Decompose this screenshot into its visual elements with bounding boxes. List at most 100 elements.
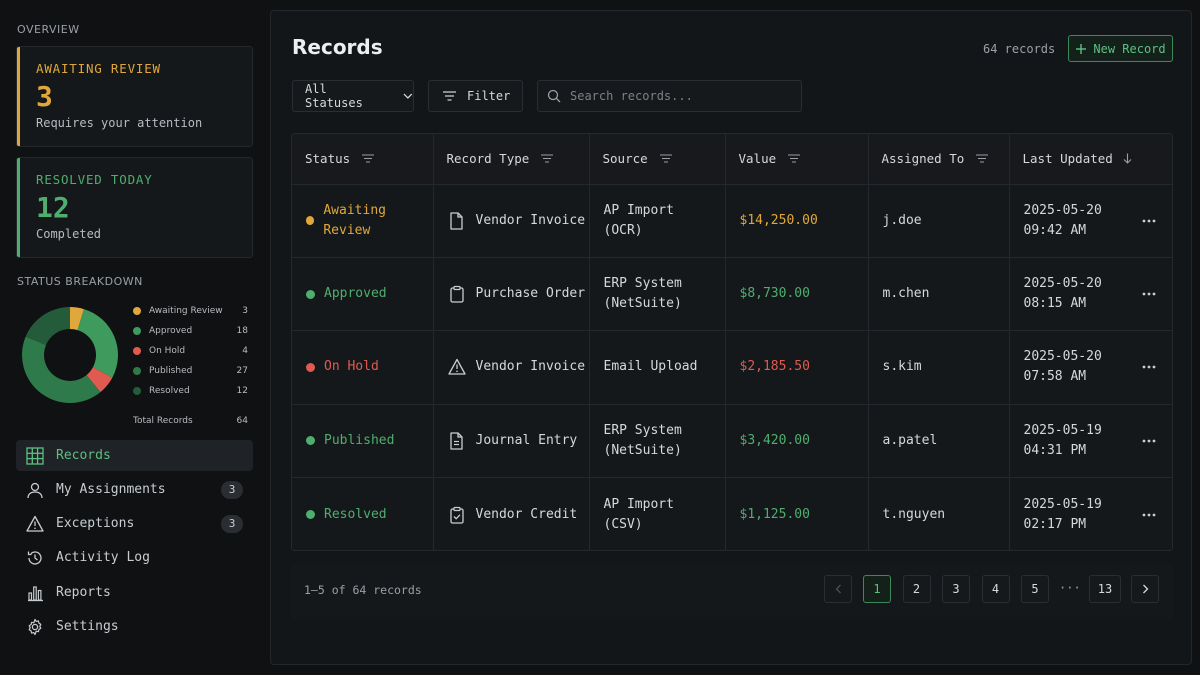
more-icon[interactable] (1142, 365, 1156, 369)
search-box[interactable]: Search records... (537, 80, 802, 112)
source-cell: ERP System (NetSuite) (589, 257, 726, 332)
page-button[interactable]: 1 (863, 575, 891, 603)
bar-chart-icon (28, 585, 43, 601)
new-record-button[interactable]: New Record (1068, 35, 1173, 62)
status-text: Awaiting Review (323, 202, 386, 238)
prev-page-button[interactable] (824, 575, 852, 603)
legend-swatch (133, 307, 141, 315)
legend-swatch (133, 347, 141, 355)
next-page-button[interactable] (1131, 575, 1159, 603)
nav-settings[interactable]: Settings (16, 611, 253, 642)
record-type-text: Vendor Credit (475, 506, 578, 522)
column-filter-icon[interactable] (976, 154, 989, 163)
card-value: 3 (36, 80, 53, 113)
column-header-record-type[interactable]: Record Type (433, 134, 590, 185)
donut-slice (70, 307, 84, 331)
table-row[interactable]: On Hold Vendor Invoice Email Upload $2,185.… (292, 330, 1172, 405)
updated-time: 02:17 PM (1023, 516, 1087, 532)
table-row[interactable]: Resolved Vendor Credit AP Import (CSV) $1,12… (292, 477, 1172, 550)
column-header-last-updated[interactable]: Last Updated (1009, 134, 1172, 185)
source-line-1: AP Import (603, 202, 674, 218)
page-button[interactable]: 3 (942, 575, 970, 603)
filter-label: Filter (467, 89, 511, 103)
more-icon[interactable] (1142, 292, 1156, 296)
updated-time: 08:15 AM (1023, 296, 1087, 312)
nav-my-assignments[interactable]: My Assignments 3 (16, 474, 253, 505)
nav-label: Reports (56, 585, 111, 600)
sidebar: OVERVIEW AWAITING REVIEW 3 Requires your… (0, 0, 262, 675)
legend-label: Resolved (149, 386, 190, 396)
assigned-text: m.chen (882, 286, 930, 302)
updated-cell: 2025-05-20 09:42 AM (1009, 184, 1172, 258)
source-cell: AP Import (OCR) (589, 184, 726, 258)
more-icon[interactable] (1142, 513, 1156, 517)
file-text-icon (449, 432, 463, 450)
source-line-1: ERP System (603, 276, 682, 292)
table-row[interactable]: Published Journal Entry ERP System (NetSuit… (292, 404, 1172, 479)
column-header-assigned-to[interactable]: Assigned To (868, 134, 1010, 185)
pagination-ellipsis: ··· (1059, 581, 1081, 595)
column-filter-icon[interactable] (362, 154, 375, 163)
nav-records[interactable]: Records (16, 440, 253, 471)
nav-reports[interactable]: Reports (16, 577, 253, 608)
count-badge: 3 (221, 514, 243, 533)
page-button[interactable]: 5 (1021, 575, 1049, 603)
status-select[interactable]: All Statuses (292, 80, 414, 112)
updated-date: 2025-05-19 (1023, 422, 1102, 438)
column-header-status[interactable]: Status (292, 134, 434, 185)
value-cell: $3,420.00 (725, 404, 869, 479)
legend-swatch (133, 387, 141, 395)
status-cell: On Hold (292, 330, 434, 405)
updated-date: 2025-05-19 (1023, 496, 1102, 512)
updated-date: 2025-05-20 (1023, 276, 1102, 292)
awaiting-review-card[interactable]: AWAITING REVIEW 3 Requires your attentio… (16, 46, 253, 147)
nav-label: Activity Log (56, 550, 150, 565)
legend-value: 4 (242, 346, 248, 356)
status-dot (306, 510, 315, 519)
legend-swatch (133, 367, 141, 375)
resolved-today-card[interactable]: RESOLVED TODAY 12 Completed (16, 157, 253, 258)
records-panel: Records 64 records New Record All Status… (270, 10, 1192, 665)
nav-label: Exceptions (56, 516, 135, 531)
updated-time: 04:31 PM (1023, 442, 1087, 458)
chevron-right-icon (1142, 584, 1148, 594)
value-text: $8,730.00 (739, 286, 810, 302)
record-type-text: Vendor Invoice (475, 359, 586, 375)
updated-time: 09:42 AM (1023, 222, 1087, 238)
column-header-label: Last Updated (1022, 151, 1113, 167)
table-row[interactable]: Approved Purchase Order ERP System (NetSuit… (292, 257, 1172, 332)
table-header-row: Status Record Type Source Value Assigned… (292, 134, 1172, 185)
column-filter-icon[interactable] (788, 154, 801, 163)
value-cell: $1,125.00 (725, 477, 869, 550)
column-filter-icon[interactable] (541, 154, 554, 163)
column-filter-icon[interactable] (659, 154, 672, 163)
page-button-last[interactable]: 13 (1089, 575, 1121, 603)
page-button[interactable]: 2 (902, 575, 931, 603)
value-text: $1,125.00 (739, 506, 810, 522)
new-record-label: New Record (1093, 41, 1166, 56)
table-row[interactable]: Awaiting Review Vendor Invoice AP Import (O… (292, 184, 1172, 258)
column-header-source[interactable]: Source (589, 134, 726, 185)
sort-down-icon[interactable] (1123, 153, 1132, 165)
donut-slice (25, 307, 70, 346)
search-input[interactable]: Search records... (570, 89, 693, 103)
record-type-cell: Purchase Order (433, 257, 590, 332)
source-line-2: (OCR) (603, 222, 643, 238)
more-icon[interactable] (1142, 439, 1156, 443)
page-button[interactable]: 4 (981, 575, 1010, 603)
filter-button[interactable]: Filter (428, 80, 523, 112)
status-dot (306, 289, 315, 299)
more-icon[interactable] (1142, 219, 1156, 223)
source-cell: AP Import (CSV) (589, 477, 726, 550)
nav-exceptions[interactable]: Exceptions 3 (16, 508, 253, 539)
column-header-value[interactable]: Value (725, 134, 869, 185)
status-text: Published (324, 432, 395, 448)
legend-label: Published (149, 366, 193, 376)
nav-label: Records (56, 448, 111, 463)
card-accent-bar (17, 158, 20, 257)
nav-activity-log[interactable]: Activity Log (16, 542, 253, 573)
status-cell: Published (292, 404, 434, 479)
card-subtitle: Requires your attention (36, 116, 203, 130)
warning-icon (26, 515, 44, 532)
legend-value: 27 (236, 366, 248, 376)
